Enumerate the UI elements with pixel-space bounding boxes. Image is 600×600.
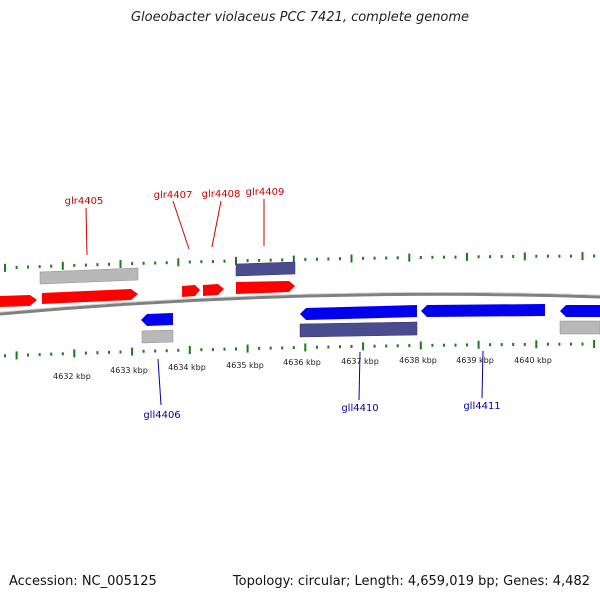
genome-backbone <box>0 292 600 316</box>
forward-gene-glr4405[interactable] <box>42 289 138 304</box>
rna-feature-lower[interactable] <box>299 321 418 338</box>
tick-row-top <box>4 252 596 272</box>
kbp-label: 4638 kbp <box>399 356 437 365</box>
gene-label-gll4410: gll4410 <box>341 403 378 414</box>
reverse-gene-gll4406[interactable] <box>141 313 173 326</box>
kbp-label: 4636 kbp <box>283 358 321 367</box>
forward-label-leaders <box>85 199 265 256</box>
reverse-gene-gll4411[interactable] <box>421 304 545 317</box>
gene-label-glr4405: glr4405 <box>65 196 104 207</box>
pseudo-feature-right[interactable] <box>559 320 600 335</box>
reverse-gene[interactable] <box>560 305 600 317</box>
genome-backbone-highlight <box>0 291 600 313</box>
kbp-label: 4637 kbp <box>341 357 379 366</box>
kbp-scale-labels: 4632 kbp 4633 kbp 4634 kbp 4635 kbp 4636… <box>53 356 552 381</box>
kbp-label: 4634 kbp <box>168 363 206 372</box>
forward-gene-glr4408[interactable] <box>203 284 224 296</box>
accession-text: Accession: NC_005125 <box>9 574 157 589</box>
kbp-label: 4633 kbp <box>110 366 148 375</box>
kbp-label: 4639 kbp <box>456 356 494 365</box>
rna-feature-upper[interactable] <box>235 261 296 277</box>
forward-gene[interactable] <box>0 295 37 307</box>
gene-label-glr4408: glr4408 <box>202 189 241 200</box>
gene-label-gll4411: gll4411 <box>463 401 500 412</box>
gene-label-gll4406: gll4406 <box>143 410 180 421</box>
map-title: Gloeobacter violaceus PCC 7421, complete… <box>130 10 470 25</box>
gene-label-glr4407: glr4407 <box>154 190 193 201</box>
kbp-label: 4640 kbp <box>514 356 552 365</box>
kbp-label: 4635 kbp <box>226 361 264 370</box>
forward-gene-glr4407[interactable] <box>182 285 200 297</box>
reverse-label-leaders <box>157 350 484 406</box>
forward-gene-glr4409[interactable] <box>236 281 295 294</box>
tick-row-bottom <box>4 340 596 360</box>
pseudo-feature-lower[interactable] <box>141 329 174 344</box>
gene-label-glr4409: glr4409 <box>246 187 285 198</box>
reverse-gene-gll4410[interactable] <box>300 305 417 320</box>
topology-summary: Topology: circular; Length: 4,659,019 bp… <box>232 574 590 589</box>
kbp-label: 4632 kbp <box>53 372 91 381</box>
pseudo-feature-upper[interactable] <box>39 267 139 285</box>
